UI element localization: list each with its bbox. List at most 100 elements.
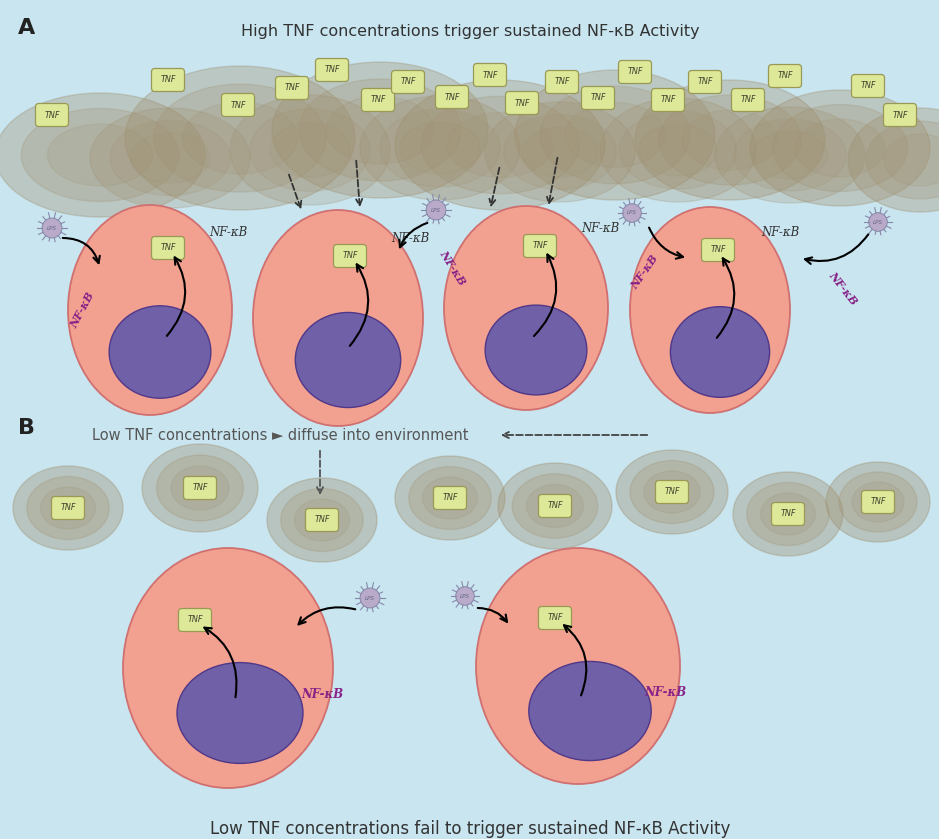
Ellipse shape xyxy=(670,307,770,398)
FancyBboxPatch shape xyxy=(524,234,557,258)
Ellipse shape xyxy=(683,110,777,170)
Text: LPS: LPS xyxy=(365,596,375,601)
Text: TNF: TNF xyxy=(532,242,547,251)
Ellipse shape xyxy=(515,70,715,200)
FancyBboxPatch shape xyxy=(36,103,69,127)
Ellipse shape xyxy=(485,305,587,395)
Ellipse shape xyxy=(639,124,717,176)
Text: LPS: LPS xyxy=(47,226,57,231)
Ellipse shape xyxy=(659,95,801,185)
Ellipse shape xyxy=(733,119,846,191)
Ellipse shape xyxy=(733,472,843,556)
FancyBboxPatch shape xyxy=(546,70,578,93)
Ellipse shape xyxy=(299,79,461,181)
FancyBboxPatch shape xyxy=(392,70,424,93)
Circle shape xyxy=(455,586,474,605)
FancyBboxPatch shape xyxy=(655,481,688,503)
Ellipse shape xyxy=(267,478,377,562)
FancyBboxPatch shape xyxy=(768,65,802,87)
Ellipse shape xyxy=(110,121,230,195)
FancyBboxPatch shape xyxy=(861,491,895,513)
Ellipse shape xyxy=(395,80,605,210)
Ellipse shape xyxy=(644,471,700,513)
Ellipse shape xyxy=(22,108,178,201)
Ellipse shape xyxy=(752,131,827,179)
FancyBboxPatch shape xyxy=(538,494,572,518)
Ellipse shape xyxy=(498,463,612,549)
Ellipse shape xyxy=(90,108,250,208)
Ellipse shape xyxy=(154,84,326,192)
Ellipse shape xyxy=(270,122,350,178)
Ellipse shape xyxy=(848,108,939,212)
Text: TNF: TNF xyxy=(187,616,203,624)
FancyBboxPatch shape xyxy=(884,103,916,127)
Ellipse shape xyxy=(326,96,434,164)
Ellipse shape xyxy=(529,661,652,761)
Text: LPS: LPS xyxy=(627,211,637,216)
Circle shape xyxy=(360,588,380,608)
FancyBboxPatch shape xyxy=(619,60,652,84)
FancyBboxPatch shape xyxy=(701,238,734,262)
Text: TNF: TNF xyxy=(892,111,908,119)
Text: A: A xyxy=(18,18,36,38)
Text: TNF: TNF xyxy=(400,77,416,86)
Text: TNF: TNF xyxy=(777,71,793,81)
Ellipse shape xyxy=(109,305,211,399)
Text: TNF: TNF xyxy=(740,96,756,105)
FancyBboxPatch shape xyxy=(505,91,538,114)
Text: TNF: TNF xyxy=(60,503,76,513)
Text: NF-κB: NF-κB xyxy=(826,269,859,307)
Text: TNF: TNF xyxy=(342,252,358,260)
Ellipse shape xyxy=(761,493,815,535)
Ellipse shape xyxy=(513,474,598,539)
Text: NF-κB: NF-κB xyxy=(438,248,468,288)
FancyBboxPatch shape xyxy=(178,608,211,632)
Circle shape xyxy=(869,213,887,232)
Text: TNF: TNF xyxy=(547,613,562,623)
Ellipse shape xyxy=(747,482,829,545)
FancyBboxPatch shape xyxy=(52,497,85,519)
Text: TNF: TNF xyxy=(627,67,643,76)
Text: TNF: TNF xyxy=(547,502,562,510)
Text: NF-κB: NF-κB xyxy=(581,221,619,234)
Ellipse shape xyxy=(616,450,728,534)
FancyBboxPatch shape xyxy=(436,86,469,108)
Text: TNF: TNF xyxy=(192,483,208,492)
Ellipse shape xyxy=(360,96,520,200)
Text: B: B xyxy=(18,418,35,438)
Ellipse shape xyxy=(620,111,736,189)
FancyBboxPatch shape xyxy=(581,86,614,110)
Text: NF-κB: NF-κB xyxy=(761,226,799,238)
Ellipse shape xyxy=(13,466,123,550)
FancyBboxPatch shape xyxy=(852,75,885,97)
FancyBboxPatch shape xyxy=(688,70,721,93)
Text: TNF: TNF xyxy=(442,493,457,503)
Ellipse shape xyxy=(866,121,939,199)
Ellipse shape xyxy=(281,488,363,551)
FancyBboxPatch shape xyxy=(151,237,184,259)
Text: Low TNF concentrations fail to trigger sustained NF-κB Activity: Low TNF concentrations fail to trigger s… xyxy=(209,820,731,838)
Ellipse shape xyxy=(295,312,401,408)
FancyBboxPatch shape xyxy=(652,88,685,112)
Text: TNF: TNF xyxy=(660,96,676,105)
Text: TNF: TNF xyxy=(161,76,176,85)
Ellipse shape xyxy=(395,456,505,540)
Ellipse shape xyxy=(380,109,500,187)
Text: TNF: TNF xyxy=(370,96,386,105)
Ellipse shape xyxy=(230,95,390,205)
Ellipse shape xyxy=(826,462,930,542)
Ellipse shape xyxy=(48,124,152,186)
Text: TNF: TNF xyxy=(591,93,606,102)
FancyBboxPatch shape xyxy=(316,59,348,81)
Ellipse shape xyxy=(600,98,756,202)
FancyBboxPatch shape xyxy=(305,508,338,531)
Ellipse shape xyxy=(272,62,488,198)
Text: TNF: TNF xyxy=(483,70,498,80)
Ellipse shape xyxy=(485,102,635,202)
Ellipse shape xyxy=(182,102,298,174)
Circle shape xyxy=(623,204,641,222)
Text: TNF: TNF xyxy=(870,498,885,507)
FancyBboxPatch shape xyxy=(434,487,467,509)
Ellipse shape xyxy=(635,80,825,200)
Text: LPS: LPS xyxy=(873,220,883,225)
